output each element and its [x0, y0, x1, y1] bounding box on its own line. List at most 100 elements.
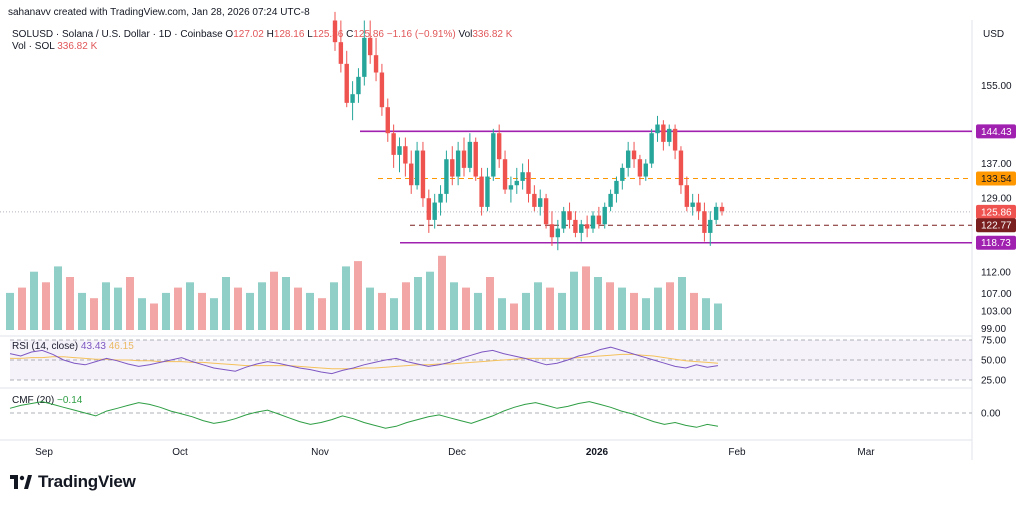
time-tick: Nov — [311, 447, 329, 458]
ohlc-high: H128.16 — [266, 29, 305, 40]
rsi-legend[interactable]: RSI (14, close) 43.43 46.15 — [12, 341, 134, 352]
candle-body — [637, 159, 643, 177]
candle-body — [708, 219, 713, 233]
candle-body — [450, 159, 455, 177]
volume-bar — [42, 282, 50, 330]
volume-bar — [306, 292, 314, 330]
price-tick: 99.00 — [981, 324, 1006, 335]
volume-bar — [54, 266, 62, 330]
volume-bar — [522, 292, 530, 330]
tradingview-logo-icon — [10, 475, 32, 489]
volume-bar — [534, 282, 542, 330]
symbol-line[interactable]: SOLUSD · Solana / U.S. Dollar · 1D · Coi… — [12, 29, 223, 40]
cmf-legend[interactable]: CMF (20) −0.14 — [12, 395, 83, 406]
candle-body — [409, 163, 414, 186]
volume-bar — [690, 292, 698, 330]
candle-body — [625, 150, 631, 168]
candle-body — [561, 211, 566, 229]
symbol-legend: SOLUSD · Solana / U.S. Dollar · 1D · Coi… — [12, 29, 512, 41]
volume-bar — [30, 271, 38, 330]
rsi-tick: 25.00 — [981, 376, 1006, 387]
candle-body — [397, 146, 402, 155]
candle-body — [579, 224, 584, 233]
time-tick: Mar — [857, 447, 875, 458]
level-badge-122 — [976, 218, 1016, 233]
price-tick: 112.00 — [981, 267, 1011, 278]
time-tick: Dec — [448, 447, 466, 458]
candle-body — [614, 180, 619, 194]
level-badge-133-label: 133.54 — [981, 174, 1012, 185]
candle-body — [526, 172, 531, 194]
candle-body — [426, 198, 432, 220]
time-tick: Oct — [172, 447, 188, 458]
candle-body — [502, 159, 508, 190]
volume-bar — [282, 277, 290, 330]
candle-body — [461, 150, 467, 168]
tradingview-logo[interactable]: TradingView — [10, 472, 136, 492]
volume-bar — [618, 287, 626, 330]
ohlc-change: −1.16 (−0.91%) — [386, 29, 456, 40]
rsi-line — [9, 346, 719, 375]
candle-body — [690, 202, 695, 207]
last-price-badge-label: 125.86 — [981, 207, 1012, 218]
ohlc-low: L125.36 — [307, 29, 344, 40]
candle-body — [367, 37, 373, 56]
level-badge-144 — [976, 124, 1016, 139]
candle-body — [403, 146, 408, 164]
candle-body — [549, 224, 555, 238]
candle-body — [356, 76, 361, 95]
candle-body — [473, 141, 478, 177]
candle-body — [350, 94, 355, 103]
price-tick: 129.00 — [981, 194, 1012, 205]
candle-body — [655, 124, 660, 134]
candle-body — [584, 224, 590, 229]
currency-label[interactable]: USD — [983, 29, 1005, 40]
volume-bar — [126, 277, 134, 330]
volume-bar — [18, 287, 26, 330]
candle-body — [713, 206, 719, 220]
candle-body — [702, 211, 707, 233]
candle-body — [696, 202, 701, 212]
candle-body — [543, 198, 549, 225]
price-tick: 107.00 — [981, 289, 1012, 300]
candle-body — [432, 202, 437, 220]
candle-body — [596, 215, 602, 225]
candle-body — [496, 133, 502, 160]
price-tick: 137.00 — [981, 159, 1012, 170]
candle-body — [608, 193, 613, 207]
rsi-tick: 75.00 — [981, 336, 1006, 347]
candle-body — [538, 198, 543, 207]
candle-body — [332, 20, 338, 43]
candle-body — [590, 215, 596, 229]
candle-body — [631, 150, 637, 160]
volume-bar — [594, 277, 602, 330]
ohlc-open: O127.02 — [225, 29, 264, 40]
candle-body — [391, 133, 396, 155]
level-badge-144-label: 144.43 — [981, 127, 1012, 138]
volume-bar — [222, 277, 230, 330]
candle-body — [485, 176, 490, 207]
candle-body — [444, 159, 449, 194]
volume-bar — [198, 292, 206, 330]
candle-body — [620, 167, 625, 181]
volume-bar — [354, 261, 362, 330]
cmf-tick: 0.00 — [981, 409, 1001, 420]
volume-bar — [714, 303, 722, 330]
volume-bar — [474, 292, 482, 330]
volume-legend[interactable]: Vol · SOL 336.82 K — [12, 41, 98, 52]
volume-bar — [294, 287, 302, 330]
volume-bar — [450, 282, 458, 330]
candle-body — [344, 63, 349, 103]
candle-body — [532, 193, 537, 207]
volume-bar — [462, 287, 470, 330]
price-tick: 155.00 — [981, 81, 1012, 92]
candle-body — [385, 107, 390, 134]
volume-bar — [630, 292, 638, 330]
volume-bar — [186, 282, 194, 330]
level-badge-122-label: 122.77 — [981, 221, 1012, 232]
candle-body — [661, 124, 666, 142]
volume-bar — [558, 292, 566, 330]
rsi-ma-line — [10, 353, 719, 370]
volume-bar — [174, 287, 182, 330]
